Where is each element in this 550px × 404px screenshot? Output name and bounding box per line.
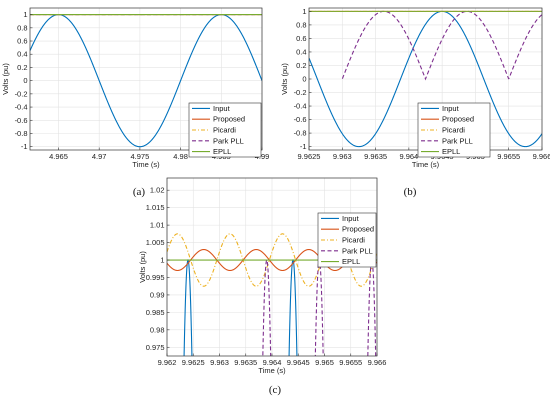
y-tick-label: 1 <box>23 10 27 19</box>
x-tick-label: 9.9625 <box>298 152 321 161</box>
y-tick-label: 0.99 <box>150 290 165 299</box>
legend-entry: Input <box>213 104 231 113</box>
x-tick-label: 4.99 <box>255 152 270 161</box>
y-tick-label: 0.2 <box>17 63 27 72</box>
x-tick-label: 4.98 <box>173 152 188 161</box>
series-layer <box>309 10 542 148</box>
y-tick-label: 1 <box>302 7 306 16</box>
y-tick-label: 0 <box>302 75 306 84</box>
x-axis-label: Time (s) <box>258 366 286 375</box>
x-tick-label: 9.966 <box>368 358 387 367</box>
x-tick-label: 9.9655 <box>339 358 362 367</box>
x-tick-label: 4.975 <box>131 152 150 161</box>
y-axis-label: Volts (pu) <box>1 63 10 95</box>
x-tick-label: 9.9655 <box>497 152 520 161</box>
y-tick-label: 1 <box>160 256 164 265</box>
legend-entry: Park PLL <box>442 136 473 145</box>
legend-entry: Picardi <box>442 126 465 135</box>
y-tick-label: 0.98 <box>150 325 165 334</box>
x-tick-label: 9.964 <box>399 152 418 161</box>
legend-entry: Park PLL <box>342 246 373 255</box>
legend-entry: EPLL <box>442 147 460 156</box>
y-tick-label: 0.8 <box>17 23 27 32</box>
x-tick-label: 9.9635 <box>364 152 387 161</box>
y-tick-label: -1 <box>300 142 307 151</box>
y-axis-label: Volts (pu) <box>280 63 289 95</box>
y-tick-label: -0.8 <box>294 129 307 138</box>
y-tick-label: 0.2 <box>296 61 306 70</box>
y-tick-label: -0.8 <box>15 129 28 138</box>
legend-entry: EPLL <box>213 147 231 156</box>
panel-label: (a) <box>133 186 146 198</box>
x-tick-label: 9.965 <box>315 358 334 367</box>
y-tick-label: -0.4 <box>294 102 307 111</box>
legend-entry: Input <box>342 214 360 223</box>
y-tick-label: 0.6 <box>296 34 306 43</box>
y-tick-label: 1.005 <box>146 238 165 247</box>
legend-entry: EPLL <box>342 257 360 266</box>
y-tick-label: -0.6 <box>15 116 28 125</box>
x-axis-label: Time (s) <box>132 160 160 169</box>
y-tick-label: -0.6 <box>294 115 307 124</box>
x-tick-label: 9.963 <box>333 152 352 161</box>
panel-label: (c) <box>269 384 282 396</box>
x-axis-label: Time (s) <box>412 160 440 169</box>
y-tick-label: 0.995 <box>146 273 165 282</box>
legend-entry: Proposed <box>213 115 245 124</box>
y-tick-label: 0.4 <box>296 47 306 56</box>
y-tick-label: -0.4 <box>15 103 28 112</box>
legend-box <box>417 102 491 158</box>
legend-entry: Park PLL <box>213 136 244 145</box>
y-tick-label: -1 <box>21 142 28 151</box>
y-tick-label: 0.8 <box>296 20 306 29</box>
x-tick-label: 9.963 <box>210 358 229 367</box>
x-tick-label: 9.962 <box>158 358 177 367</box>
x-tick-label: 4.965 <box>49 152 68 161</box>
y-axis-label: Volts (pu) <box>138 251 147 283</box>
y-tick-label: 1.02 <box>150 186 165 195</box>
x-tick-label: 9.9645 <box>287 358 310 367</box>
legend-entry: Input <box>442 104 460 113</box>
legend-entry: Proposed <box>342 225 374 234</box>
legend-entry: Proposed <box>442 115 474 124</box>
axes-frame <box>29 7 263 151</box>
chart-panel-b: 9.96259.9639.96359.9649.96459.9659.96559… <box>280 7 550 198</box>
x-tick-label: 9.9635 <box>234 358 257 367</box>
y-tick-label: 0.985 <box>146 308 165 317</box>
y-tick-label: -0.2 <box>15 89 28 98</box>
series-line-input <box>309 10 542 148</box>
legend-entry: Picardi <box>342 236 365 245</box>
panel-label: (b) <box>404 186 417 198</box>
y-tick-label: 0.6 <box>17 37 27 46</box>
series-line-park-pll <box>341 10 542 81</box>
y-tick-label: 0 <box>23 76 27 85</box>
chart-panel-a: 4.9654.974.9754.984.9854.99-1-0.8-0.6-0.… <box>1 7 270 198</box>
y-tick-label: 1.015 <box>146 203 165 212</box>
legend-entry: Picardi <box>213 126 236 135</box>
y-tick-label: 0.4 <box>17 50 27 59</box>
x-tick-label: 9.9625 <box>182 358 205 367</box>
y-tick-label: -0.2 <box>294 88 307 97</box>
x-tick-label: 4.97 <box>92 152 107 161</box>
x-tick-label: 9.966 <box>533 152 550 161</box>
chart-panel-c: 9.962 9.9625 9.963 9.9635 9.964 9.9645 9.965 9.… <box>138 177 387 396</box>
x-tick-label: 9.964 <box>263 358 282 367</box>
y-tick-label: 0.975 <box>146 343 165 352</box>
series-layer <box>30 14 262 148</box>
y-tick-label: 1.01 <box>150 221 165 230</box>
